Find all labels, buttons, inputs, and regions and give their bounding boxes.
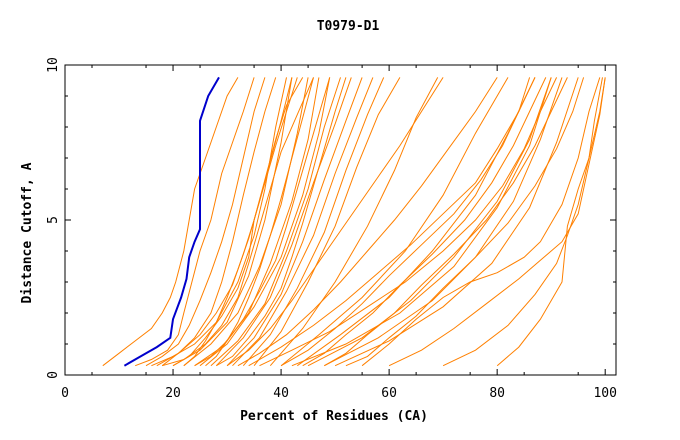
series-line bbox=[242, 77, 385, 367]
series-line bbox=[280, 77, 509, 367]
series-line bbox=[226, 77, 444, 367]
x-tick-label: 40 bbox=[273, 386, 289, 401]
series-layer bbox=[102, 76, 606, 367]
series-line bbox=[205, 77, 314, 367]
x-tick-label: 100 bbox=[593, 386, 616, 401]
series-line bbox=[334, 77, 579, 367]
series-line bbox=[226, 77, 363, 367]
series-line bbox=[388, 77, 606, 367]
chart-title: T0979-D1 bbox=[317, 19, 380, 34]
series-line bbox=[162, 77, 314, 367]
series-line bbox=[496, 77, 603, 367]
y-tick-label: 5 bbox=[46, 216, 61, 224]
series-line bbox=[361, 77, 601, 367]
y-tick-label: 0 bbox=[46, 371, 61, 379]
x-tick-label: 60 bbox=[381, 386, 397, 401]
series-line-highlight bbox=[123, 76, 220, 367]
series-line bbox=[280, 77, 531, 367]
series-line bbox=[183, 77, 309, 367]
series-line bbox=[269, 77, 439, 367]
x-tick-label: 0 bbox=[61, 386, 69, 401]
x-tick-label: 80 bbox=[489, 386, 505, 401]
series-line bbox=[145, 77, 266, 367]
series-line bbox=[324, 77, 568, 367]
series-line bbox=[442, 77, 606, 367]
series-line bbox=[259, 77, 558, 367]
series-line bbox=[172, 77, 293, 367]
series-line bbox=[172, 77, 304, 367]
series-line bbox=[215, 77, 352, 367]
series-line bbox=[102, 77, 239, 367]
series-line bbox=[161, 77, 277, 367]
series-line bbox=[194, 77, 331, 367]
series-line bbox=[302, 77, 547, 367]
series-line bbox=[199, 77, 331, 367]
series-line bbox=[216, 77, 347, 367]
series-line bbox=[291, 77, 552, 367]
series-line bbox=[307, 77, 552, 367]
series-line bbox=[253, 77, 401, 367]
x-axis-label: Percent of Residues (CA) bbox=[240, 409, 428, 424]
series-line bbox=[248, 77, 536, 367]
series-line bbox=[232, 77, 374, 367]
series-line bbox=[135, 77, 255, 367]
series-line bbox=[194, 77, 320, 367]
series-line bbox=[156, 77, 298, 367]
y-tick-label: 10 bbox=[46, 57, 61, 73]
series-line bbox=[345, 77, 585, 367]
x-tick-label: 20 bbox=[165, 386, 181, 401]
y-axis-label: Distance Cutoff, A bbox=[20, 162, 35, 303]
axes-layer: 0 20 40 60 80 100 0 5 10 bbox=[46, 57, 617, 401]
series-line bbox=[237, 77, 498, 367]
series-line bbox=[210, 77, 341, 367]
